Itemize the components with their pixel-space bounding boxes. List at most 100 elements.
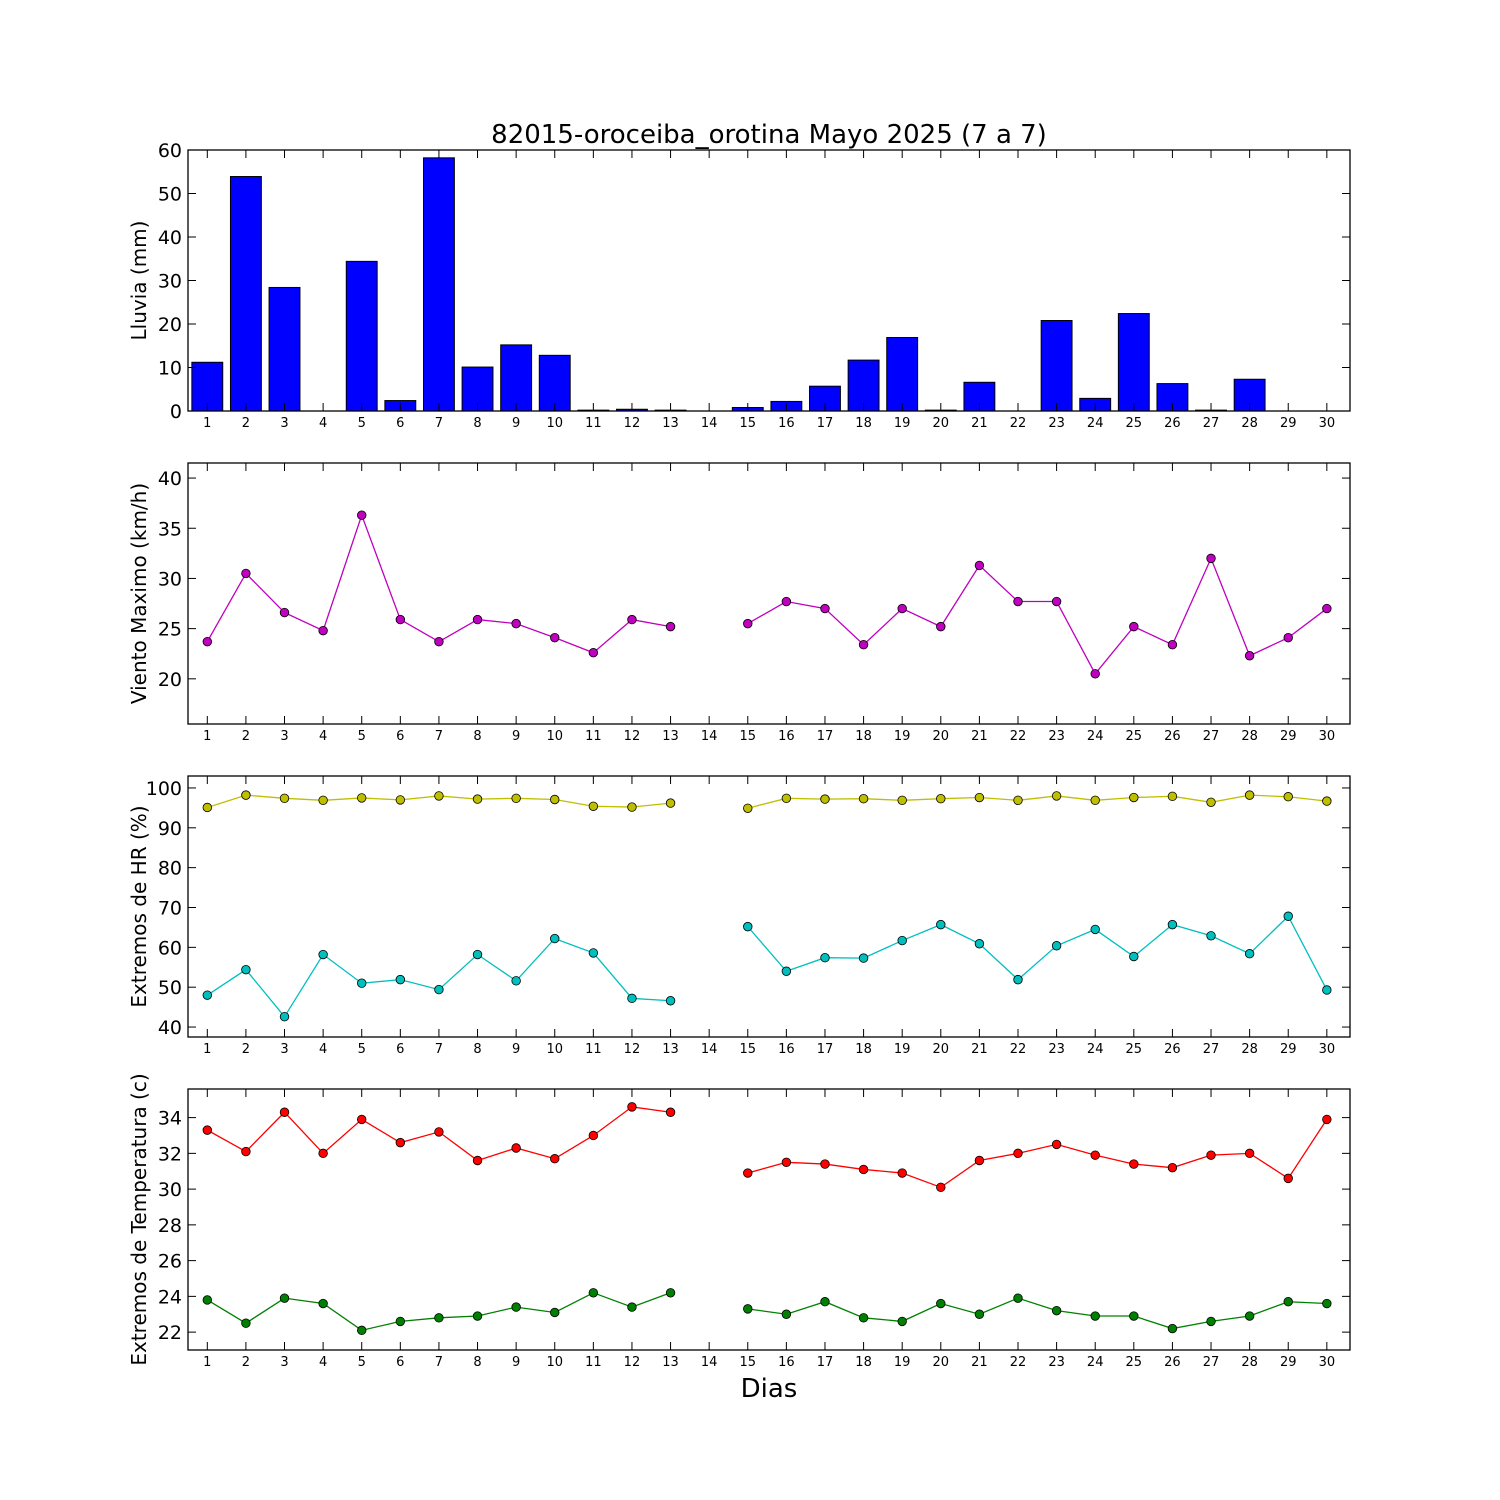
xtick-label-temperatura: 11 [585,1355,602,1370]
xtick-label-lluvia: 19 [894,416,911,431]
xtick-label-humedad: 2 [242,1042,250,1057]
xtick-label-lluvia: 25 [1126,416,1143,431]
bar-lluvia-day-23 [1040,320,1073,412]
bar-lluvia-day-25 [1117,313,1150,412]
xtick-label-viento: 14 [701,729,718,744]
point-temperatura-series-1-day-19 [897,1168,907,1178]
xtick-label-viento: 16 [778,729,795,744]
point-viento-series-1-day-28 [1244,651,1255,661]
point-temperatura-series-1-day-24 [1090,1150,1100,1160]
xtick-label-viento: 15 [739,729,756,744]
bar-lluvia-day-9 [500,344,533,412]
point-humedad-series-2-day-2 [241,964,251,975]
point-temperatura-series-1-day-16 [781,1157,792,1167]
point-humedad-series-2-day-29 [1283,911,1293,921]
xtick-label-lluvia: 11 [585,416,602,431]
point-temperatura-series-2-day-27 [1206,1316,1216,1327]
point-temperatura-series-2-day-28 [1244,1311,1255,1321]
xtick-label-temperatura: 4 [319,1355,327,1370]
point-humedad-series-1-day-11 [588,801,599,811]
point-temperatura-series-2-day-4 [318,1298,328,1309]
xtick-label-temperatura: 10 [546,1355,563,1370]
xtick-label-lluvia: 28 [1241,416,1258,431]
xtick-label-viento: 30 [1319,729,1336,744]
point-humedad-series-2-day-5 [357,978,367,988]
xtick-label-lluvia: 29 [1280,416,1297,431]
point-viento-series-1-day-25 [1129,621,1139,632]
point-temperatura-series-2-day-19 [897,1316,907,1327]
point-temperatura-series-1-day-22 [1013,1148,1023,1159]
point-humedad-series-2-day-11 [588,948,599,958]
xtick-label-lluvia: 17 [817,416,834,431]
xtick-label-temperatura: 13 [662,1355,679,1370]
point-temperatura-series-1-day-27 [1206,1150,1216,1160]
ytick-label-temperatura: 32 [158,1143,182,1165]
ytick-label-lluvia: 40 [158,227,182,249]
point-temperatura-series-2-day-9 [511,1302,521,1312]
point-temperatura-series-2-day-23 [1051,1305,1062,1316]
xtick-label-viento: 1 [203,729,211,744]
point-temperatura-series-1-day-2 [241,1146,251,1157]
point-viento-series-1-day-16 [781,596,792,607]
point-temperatura-series-1-day-11 [588,1130,599,1141]
point-viento-series-1-day-7 [434,636,444,647]
xtick-label-humedad: 3 [280,1042,288,1057]
xtick-label-viento: 18 [855,729,872,744]
xtick-label-lluvia: 22 [1010,416,1027,431]
xtick-label-viento: 29 [1280,729,1297,744]
point-humedad-series-2-day-19 [897,935,907,946]
point-temperatura-series-2-day-5 [357,1325,367,1336]
point-viento-series-1-day-5 [357,510,367,520]
point-humedad-series-1-day-8 [472,794,483,804]
point-temperatura-series-1-day-13 [665,1107,676,1117]
xtick-label-temperatura: 3 [280,1355,288,1370]
xtick-label-humedad: 28 [1241,1042,1258,1057]
xtick-label-temperatura: 22 [1010,1355,1027,1370]
point-viento-series-1-day-20 [936,621,946,632]
point-humedad-series-1-day-25 [1129,792,1139,803]
ytick-label-temperatura: 24 [158,1286,182,1308]
xtick-label-humedad: 23 [1048,1042,1065,1057]
xtick-label-humedad: 21 [971,1042,988,1057]
axes-frame-temperatura [187,1088,1351,1351]
xtick-label-humedad: 4 [319,1042,327,1057]
xtick-label-temperatura: 2 [242,1355,250,1370]
point-humedad-series-1-day-27 [1206,797,1216,808]
xtick-label-viento: 12 [624,729,641,744]
xtick-label-lluvia: 30 [1319,416,1336,431]
point-temperatura-series-2-day-22 [1013,1293,1023,1303]
xtick-label-temperatura: 12 [624,1355,641,1370]
point-temperatura-series-2-day-18 [858,1313,869,1323]
xtick-label-lluvia: 24 [1087,416,1104,431]
point-temperatura-series-1-day-17 [820,1159,830,1169]
xtick-label-viento: 9 [512,729,520,744]
xtick-label-temperatura: 17 [817,1355,834,1370]
point-humedad-series-1-day-6 [395,795,406,805]
xtick-label-temperatura: 24 [1087,1355,1104,1370]
xtick-label-viento: 21 [971,729,988,744]
point-viento-series-1-day-24 [1090,669,1100,679]
point-viento-series-1-day-12 [627,614,637,625]
point-humedad-series-2-day-1 [202,990,213,1000]
point-viento-series-1-day-1 [202,636,213,647]
xtick-label-lluvia: 7 [435,416,443,431]
xtick-label-lluvia: 26 [1164,416,1181,431]
xtick-label-viento: 13 [662,729,679,744]
point-temperatura-series-1-day-29 [1283,1173,1293,1184]
line-viento-series-1 [206,513,671,654]
bar-lluvia-day-5 [345,260,378,412]
point-viento-series-1-day-15 [743,618,753,629]
bar-lluvia-day-19 [886,336,919,412]
xtick-label-lluvia: 10 [546,416,563,431]
xtick-label-viento: 27 [1203,729,1220,744]
point-viento-series-1-day-30 [1322,603,1332,614]
ytick-label-lluvia: 60 [158,140,182,162]
xtick-label-lluvia: 18 [855,416,872,431]
point-viento-series-1-day-13 [665,621,676,632]
point-humedad-series-2-day-17 [820,953,830,963]
point-temperatura-series-1-day-4 [318,1148,328,1159]
point-temperatura-series-2-day-26 [1167,1323,1178,1334]
xtick-label-lluvia: 2 [242,416,250,431]
point-temperatura-series-2-day-20 [936,1298,946,1309]
